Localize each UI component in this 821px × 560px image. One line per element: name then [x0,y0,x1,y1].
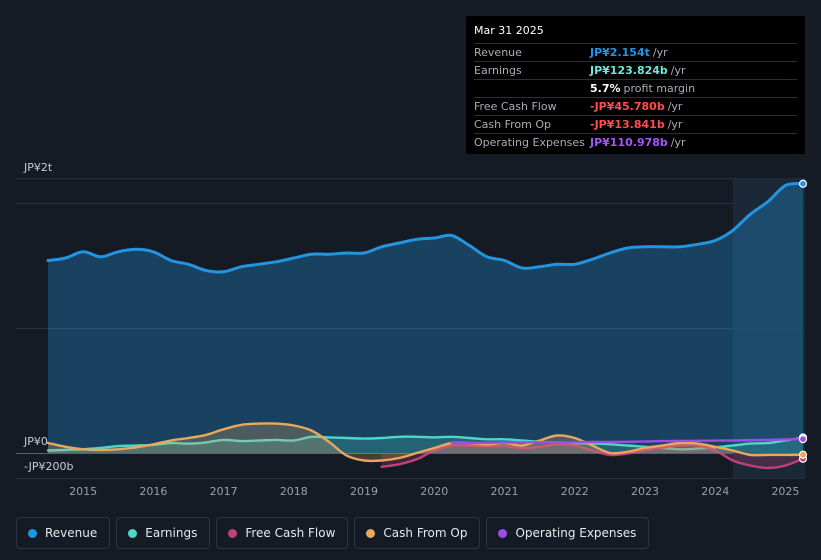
x-tick-label: 2021 [491,485,519,498]
tooltip-row-revenue: Revenue JP¥2.154t /yr [474,43,797,61]
highlight-band [732,178,805,478]
x-tick-label: 2022 [561,485,589,498]
cash-from-op-line [46,422,805,463]
forecast-highlight [732,178,805,478]
tooltip-unit: /yr [667,118,683,131]
free-cash-flow-area [381,444,803,468]
legend-label: Revenue [45,526,98,540]
tooltip-value: -JP¥45.780b [590,100,665,113]
legend-label: Free Cash Flow [245,526,336,540]
y-tick-label: -JP¥200b [24,460,73,473]
tooltip-label: Cash From Op [474,118,552,131]
legend-label: Earnings [145,526,198,540]
tooltip-label: Earnings [474,64,522,77]
tooltip-label: Free Cash Flow [474,100,557,113]
revenue-area [48,183,803,453]
x-tick-label: 2017 [210,485,238,498]
tooltip-date: Mar 31 2025 [474,24,544,37]
tooltip-row-free-cash-flow: Free Cash Flow -JP¥45.780b /yr [474,97,797,115]
legend-operating-expenses[interactable]: Operating Expenses [486,517,650,549]
x-tick-label: 2023 [631,485,659,498]
operating-expenses-end-point [798,435,808,444]
grid [16,178,805,479]
tooltip-row-profit-margin: 5.7% profit margin [474,79,797,97]
legend-dot-icon [228,528,238,538]
legend: Revenue Earnings Free Cash Flow Cash Fro… [16,517,650,549]
axes: JP¥2t JP¥0 -JP¥200b 2015 2016 2017 2018 2019 202… [23,161,799,498]
x-tick-label: 2020 [420,485,448,498]
data-tooltip: Mar 31 2025 Revenue JP¥2.154t /yr Earnin… [466,16,805,154]
legend-dot-icon [366,528,376,538]
tooltip-row-operating-expenses: Operating Expenses JP¥110.978b /yr [474,133,797,151]
tooltip-row-earnings: Earnings JP¥123.824b /yr [474,61,797,79]
tooltip-unit: /yr [670,136,686,149]
x-tick-label: 2015 [69,485,97,498]
tooltip-label: Operating Expenses [474,136,585,149]
revenue-end-point [798,179,808,188]
tooltip-value: JP¥123.824b [590,64,668,77]
earnings-line [46,435,805,452]
revenue-line [46,182,805,274]
tooltip-value: -JP¥13.841b [590,118,665,131]
tooltip-unit: profit margin [623,82,696,95]
x-tick-label: 2025 [771,485,799,498]
tooltip-unit: /yr [667,100,683,113]
x-tick-label: 2019 [350,485,378,498]
y-tick-label: JP¥2t [23,161,53,174]
cash-from-op-area [48,423,803,461]
legend-cash-from-op[interactable]: Cash From Op [354,517,481,549]
operating-expenses-line [450,437,805,445]
legend-dot-icon [28,528,37,538]
series-marks [46,179,808,470]
legend-revenue[interactable]: Revenue [16,517,111,549]
tooltip-unit: /yr [670,64,686,77]
legend-earnings[interactable]: Earnings [116,517,211,549]
legend-dot-icon [498,528,508,538]
cash-from-op-end-point [798,450,808,459]
x-tick-label: 2024 [701,485,729,498]
legend-label: Operating Expenses [515,526,637,540]
legend-dot-icon [128,528,138,538]
tooltip-value: 5.7% [590,82,621,95]
earnings-area [48,436,803,453]
tooltip-row-cash-from-op: Cash From Op -JP¥13.841b /yr [474,115,797,133]
legend-label: Cash From Op [383,526,468,540]
x-tick-label: 2018 [280,485,308,498]
tooltip-label: Revenue [474,46,522,59]
legend-free-cash-flow[interactable]: Free Cash Flow [216,517,349,549]
y-tick-label: JP¥0 [23,435,48,448]
tooltip-value: JP¥110.978b [590,136,668,149]
x-tick-label: 2016 [139,485,167,498]
tooltip-value: JP¥2.154t [590,46,650,59]
free-cash-flow-line [380,443,805,470]
tooltip-unit: /yr [652,46,668,59]
